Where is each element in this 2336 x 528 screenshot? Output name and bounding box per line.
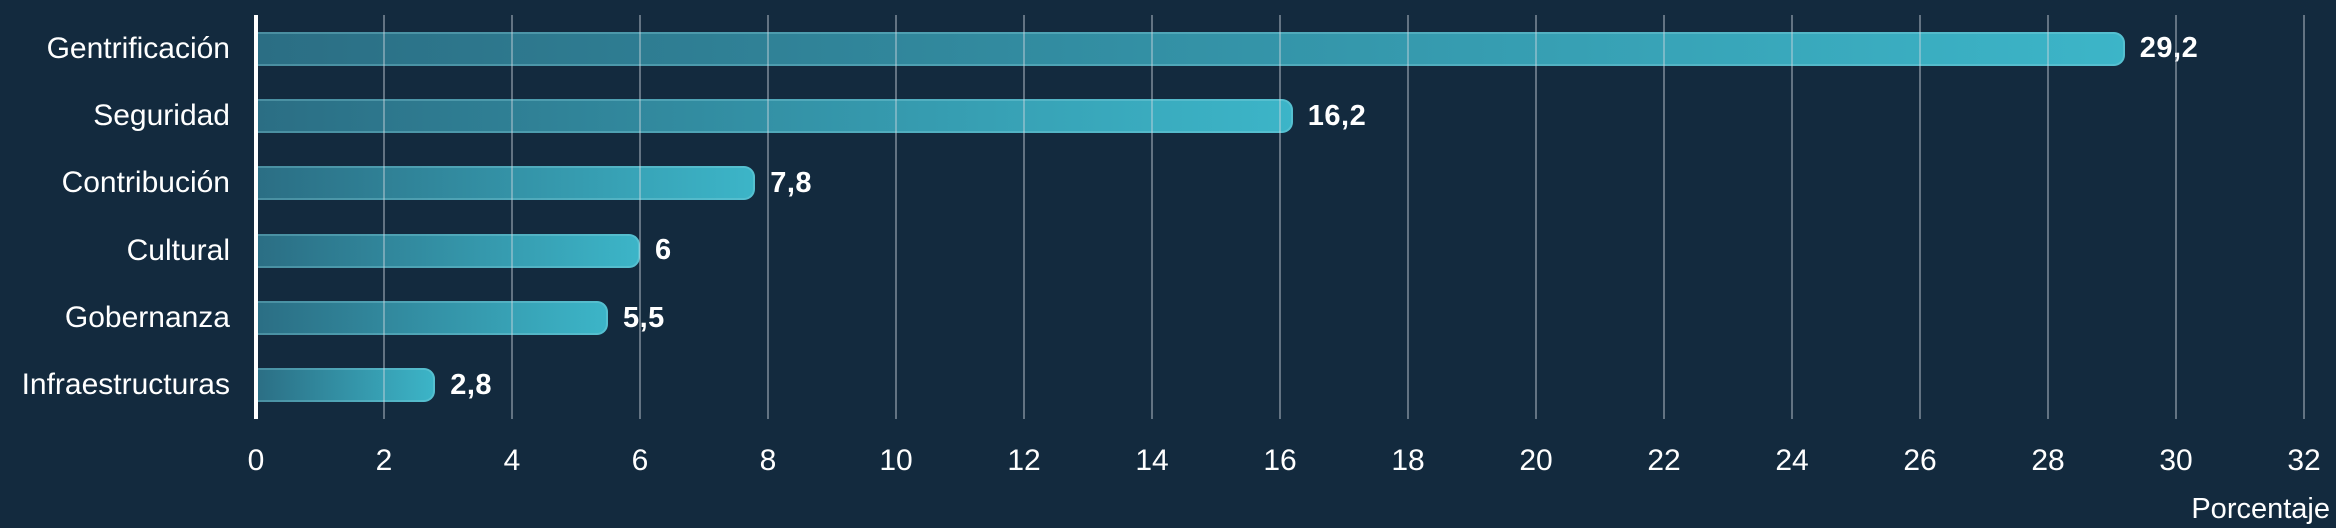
- value-label: 5,5: [623, 301, 665, 334]
- gridline: [2047, 15, 2049, 419]
- value-label: 7,8: [770, 166, 813, 199]
- x-tick-label: 30: [2159, 444, 2193, 477]
- x-tick-label: 10: [879, 444, 913, 477]
- bar-cultural: [256, 233, 640, 268]
- gridline: [1919, 15, 1921, 419]
- gridline: [1663, 15, 1665, 419]
- gridline: [1791, 15, 1793, 419]
- category-label: Gentrificación: [46, 31, 230, 65]
- gridline: [383, 15, 385, 419]
- gridline: [639, 15, 641, 419]
- value-label: 16,2: [1307, 99, 1367, 132]
- bar-row: 2,8: [256, 368, 2304, 403]
- gridline: [2303, 15, 2305, 419]
- value-label: 6: [655, 234, 672, 267]
- x-tick-label: 14: [1135, 444, 1169, 477]
- plot-area: 29,2 16,2 7,8 6 5,5 2,8: [256, 15, 2305, 419]
- category-label: Seguridad: [93, 99, 230, 132]
- gridline: [1407, 15, 1409, 419]
- x-tick-label: 2: [375, 444, 393, 477]
- gridline: [895, 15, 897, 419]
- category-label: Infraestructuras: [21, 368, 230, 402]
- value-label: 2,8: [450, 368, 493, 401]
- bar-gentrificacion: [256, 31, 2125, 66]
- gridline: [2175, 15, 2177, 419]
- x-tick-label: 16: [1263, 444, 1297, 477]
- gridline: [511, 15, 513, 419]
- x-tick-label: 4: [503, 444, 521, 477]
- x-tick-label: 32: [2287, 444, 2321, 477]
- gridline: [1535, 15, 1537, 419]
- bar-gobernanza: [256, 301, 608, 335]
- bar-seguridad: [256, 99, 1293, 133]
- gridline: [1023, 15, 1025, 419]
- x-tick-label: 18: [1391, 444, 1425, 477]
- bar-row: 5,5: [256, 301, 2304, 335]
- category-label: Gobernanza: [64, 301, 230, 334]
- y-axis-line: [254, 15, 258, 419]
- x-tick-label: 28: [2031, 444, 2065, 477]
- value-label: 29,2: [2139, 32, 2199, 65]
- x-tick-label: 12: [1007, 444, 1041, 477]
- gridline: [767, 15, 769, 419]
- x-tick-label: 22: [1647, 444, 1681, 477]
- bar-row: 7,8: [256, 166, 2304, 201]
- x-tick-label: 8: [759, 444, 777, 477]
- bar-contribucion: [256, 166, 756, 201]
- x-tick-label: 0: [247, 444, 265, 477]
- x-tick-label: 6: [631, 444, 649, 477]
- x-axis-title: Porcentaje: [2191, 493, 2330, 525]
- bar-row: 29,2: [256, 31, 2304, 66]
- x-tick-label: 20: [1519, 444, 1553, 477]
- bar-row: 6: [256, 233, 2304, 268]
- bar-infraestructuras: [256, 368, 436, 403]
- bar-row: 16,2: [256, 99, 2304, 133]
- x-tick-label: 26: [1903, 444, 1937, 477]
- gridline: [1151, 15, 1153, 419]
- category-label: Cultural: [126, 233, 230, 267]
- x-tick-label: 24: [1775, 444, 1809, 477]
- category-label: Contribución: [61, 166, 230, 200]
- gridline: [1279, 15, 1281, 419]
